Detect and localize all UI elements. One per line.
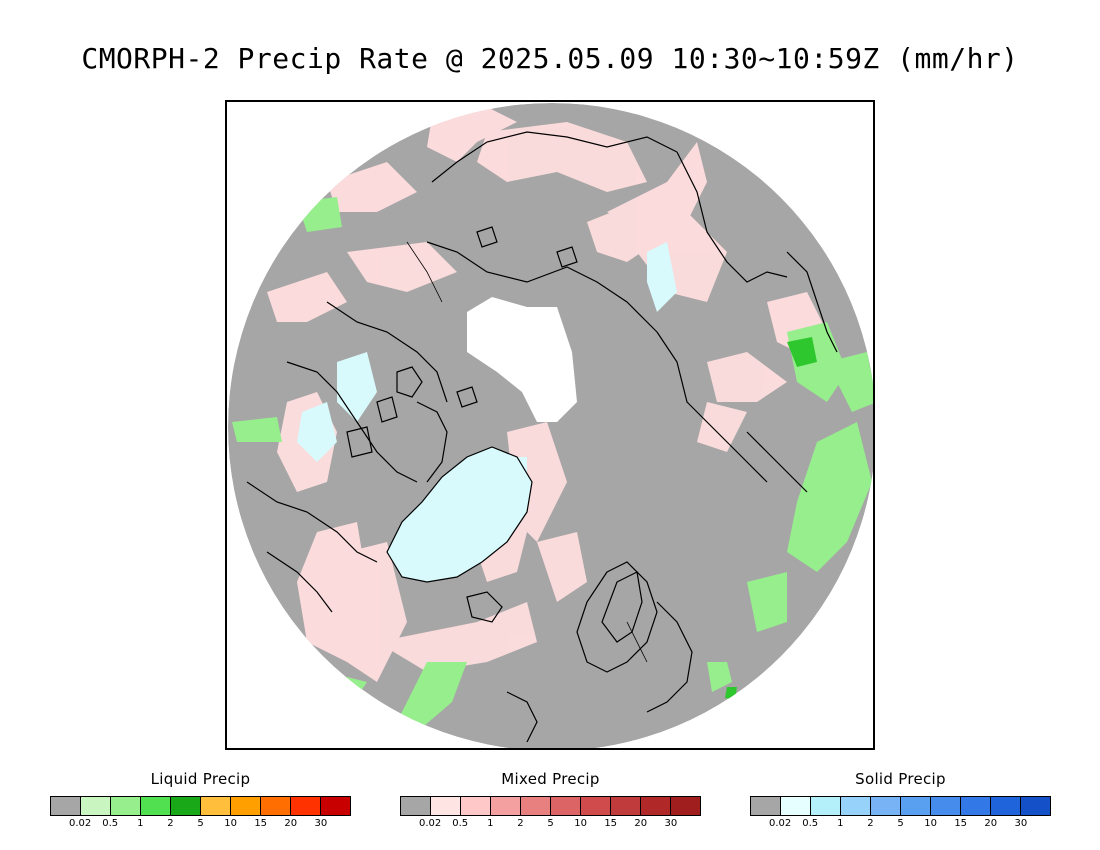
- legend-tick-label: 2: [167, 818, 174, 829]
- legend-swatch: [201, 797, 231, 815]
- legend-swatch: [581, 797, 611, 815]
- legend-swatch: [1021, 797, 1050, 815]
- legend-solid-colorbar: [750, 796, 1051, 816]
- coastlines: [246, 131, 838, 743]
- legend-liquid-precip: Liquid Precip 0.02 0.5 1 2 5 10 15 20 30: [50, 770, 351, 830]
- political-borders: [406, 241, 648, 663]
- legend-mixed-colorbar: [400, 796, 701, 816]
- legend-tick-label: 10: [924, 818, 937, 829]
- legend-swatch: [551, 797, 581, 815]
- legend-swatch: [51, 797, 81, 815]
- legend-tick-label: 0.5: [802, 818, 819, 829]
- legend-swatch: [261, 797, 291, 815]
- legend-liquid-ticks: 0.02 0.5 1 2 5 10 15 20 30: [50, 816, 351, 830]
- legend-tick-label: 20: [634, 818, 648, 829]
- legend-swatch: [931, 797, 961, 815]
- legend-swatch: [431, 797, 461, 815]
- legend-swatch: [111, 797, 141, 815]
- no-data-region: [467, 297, 577, 422]
- legend-tick-label: 0.02: [768, 818, 792, 829]
- legend-tick-label: 2: [517, 818, 524, 829]
- legend-tick-label: 5: [197, 818, 204, 829]
- legend-tick-label: 15: [254, 818, 268, 829]
- legend-mixed-title: Mixed Precip: [501, 770, 600, 788]
- legend-swatch: [321, 797, 350, 815]
- legend-swatch: [401, 797, 431, 815]
- legend-tick-label: 0.02: [418, 818, 442, 829]
- legend-tick-label: 2: [867, 818, 874, 829]
- mixed-precip-regions: [267, 107, 827, 682]
- legend-swatch: [671, 797, 700, 815]
- legend-solid-title: Solid Precip: [855, 770, 946, 788]
- greenland-outline: [386, 446, 533, 583]
- legend-tick-label: 10: [574, 818, 587, 829]
- legend-swatch: [291, 797, 321, 815]
- legend-tick-label: 20: [984, 818, 998, 829]
- legend-tick-label: 30: [314, 818, 328, 829]
- legend-tick-label: 0.5: [102, 818, 119, 829]
- polar-precip-map: [228, 103, 873, 748]
- legend-swatch: [991, 797, 1021, 815]
- legend-liquid-colorbar: [50, 796, 351, 816]
- legend-swatch: [961, 797, 991, 815]
- legend-swatch: [871, 797, 901, 815]
- legend-swatch: [811, 797, 841, 815]
- chart-title: CMORPH-2 Precip Rate @ 2025.05.09 10:30~…: [81, 42, 1019, 75]
- legend-liquid-title: Liquid Precip: [150, 770, 251, 788]
- legend-tick-label: 0.02: [68, 818, 92, 829]
- legend-tick-label: 30: [1014, 818, 1028, 829]
- legend-tick-label: 1: [837, 818, 844, 829]
- legend-tick-label: 1: [487, 818, 494, 829]
- legend-tick-label: 10: [224, 818, 237, 829]
- legend-solid-precip: Solid Precip 0.02 0.5 1 2 5 10 15 20 30: [750, 770, 1051, 830]
- legend-swatch: [901, 797, 931, 815]
- legend-swatch: [81, 797, 111, 815]
- legend-swatch: [461, 797, 491, 815]
- legend-mixed-ticks: 0.02 0.5 1 2 5 10 15 20 30: [400, 816, 701, 830]
- legend-swatch: [141, 797, 171, 815]
- legend-swatch: [751, 797, 781, 815]
- polar-map-panel: [225, 100, 875, 750]
- legend-swatch: [841, 797, 871, 815]
- legend-tick-label: 5: [547, 818, 554, 829]
- legend-tick-label: 5: [897, 818, 904, 829]
- legend-solid-ticks: 0.02 0.5 1 2 5 10 15 20 30: [750, 816, 1051, 830]
- legend-swatch: [641, 797, 671, 815]
- legend-tick-label: 20: [284, 818, 298, 829]
- legend-tick-label: 30: [664, 818, 678, 829]
- legend-swatch: [231, 797, 261, 815]
- legend-tick-label: 15: [954, 818, 968, 829]
- legend-swatch: [521, 797, 551, 815]
- legend-swatch: [611, 797, 641, 815]
- legend-tick-label: 15: [604, 818, 618, 829]
- legend-swatch: [171, 797, 201, 815]
- legend-swatch: [781, 797, 811, 815]
- legend-tick-label: 0.5: [452, 818, 469, 829]
- legend-tick-label: 1: [137, 818, 144, 829]
- legend-swatch: [491, 797, 521, 815]
- legend-mixed-precip: Mixed Precip 0.02 0.5 1 2 5 10 15 20 30: [400, 770, 701, 830]
